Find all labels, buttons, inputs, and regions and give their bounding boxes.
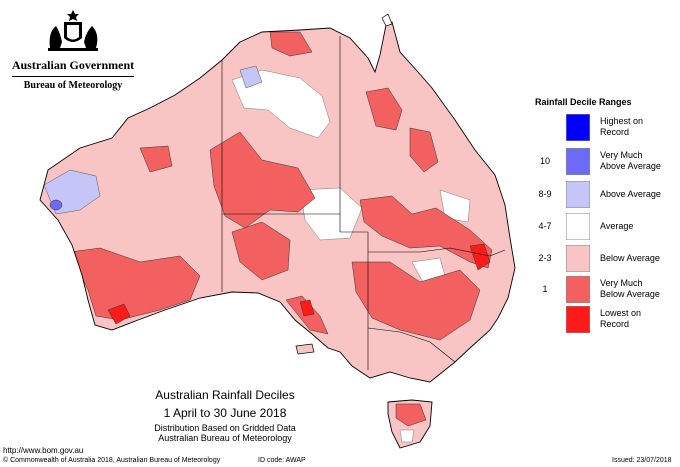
- government-name: Australian Government: [11, 58, 135, 72]
- lowest-region-nsw-north: [469, 243, 491, 271]
- legend-swatch: [566, 181, 590, 208]
- legend-label-line1: Very Much: [600, 150, 643, 160]
- legend-label: Average: [600, 221, 633, 232]
- legend-title: Rainfall Decile Ranges: [535, 97, 632, 107]
- very-much-below-region-cape-york: [365, 87, 403, 131]
- tasmania: [387, 399, 433, 449]
- bureau-name: Bureau of Meteorology: [23, 80, 123, 91]
- legend-label: Below Average: [600, 253, 660, 264]
- legend-swatch: [566, 276, 590, 303]
- lowest-region-sa-gulf: [299, 299, 315, 317]
- legend-label-line2: Record: [600, 127, 630, 137]
- legend-label-line2: Below Average: [600, 289, 660, 299]
- legend-range: 8-9: [538, 189, 552, 199]
- tasmania-average: [399, 429, 415, 443]
- legend-swatch: [566, 213, 590, 240]
- state-borders: [221, 36, 506, 370]
- legend-row-very-much-below: 1 Very Much Below Average: [530, 276, 675, 303]
- legend-label-line2: Above Average: [600, 161, 661, 171]
- legend-row-lowest: Lowest on Record: [530, 306, 675, 333]
- legend-label-line1: Below Average: [600, 253, 660, 263]
- legend-label: Highest on Record: [600, 116, 643, 138]
- legend-range: 4-7: [538, 221, 552, 231]
- logo-divider: [12, 76, 134, 77]
- mainland-coastline: [39, 21, 516, 383]
- above-average-region-nt: [239, 65, 263, 89]
- legend-row-above: 8-9 Above Average: [530, 181, 675, 208]
- legend-swatch: [566, 306, 590, 333]
- very-much-below-region-south-central: [231, 221, 291, 281]
- very-much-below-region-north-qld: [409, 127, 439, 173]
- very-much-below-region-top-end: [269, 31, 313, 57]
- legend-row-highest: Highest on Record: [530, 114, 675, 141]
- cape-york-tip: [381, 13, 393, 27]
- footer-bar: © Commonwealth of Australia 2018, Austra…: [0, 456, 680, 467]
- legend-row-average: 4-7 Average: [530, 213, 675, 240]
- legend-label-line1: Above Average: [600, 189, 661, 199]
- legend-range: 10: [539, 156, 550, 166]
- legend-range: 1: [542, 284, 548, 294]
- very-much-below-region-nsw: [351, 261, 481, 341]
- legend-label-line1: Lowest on: [600, 308, 642, 318]
- legend-swatch: [566, 245, 590, 272]
- legend-label: Very Much Above Average: [600, 150, 661, 172]
- issued-date: Issued: 23/07/2018: [612, 457, 672, 464]
- legend-range: 2-3: [538, 253, 552, 263]
- kangaroo-island: [295, 343, 315, 355]
- tasmania-very-much-below: [395, 403, 427, 427]
- nsw-vic-border: [367, 327, 456, 363]
- map-period: 1 April to 30 June 2018: [163, 406, 287, 420]
- legend-swatch: [566, 148, 590, 175]
- government-logo: Australian Government Bureau of Meteorol…: [8, 8, 138, 91]
- legend-swatch: [566, 114, 590, 141]
- legend-label-line2: Record: [600, 319, 630, 329]
- legend-label: Lowest on Record: [600, 308, 641, 330]
- legend-row-below: 2-3 Below Average: [530, 245, 675, 272]
- copyright-text: © Commonwealth of Australia 2018, Austra…: [3, 457, 221, 464]
- id-code: ID code: AWAP: [258, 457, 306, 464]
- lowest-region-sw-wa: [107, 303, 131, 325]
- tasmania-coastline: [387, 399, 433, 449]
- coat-of-arms-icon: [48, 10, 98, 51]
- map-source: Australian Bureau of Meteorology: [158, 433, 292, 443]
- qld-nsw-border: [368, 247, 506, 257]
- average-region-north: [231, 69, 331, 139]
- legend-label-line1: Very Much: [600, 278, 643, 288]
- legend-label: Very Much Below Average: [600, 278, 660, 300]
- very-much-below-region-central: [209, 131, 316, 229]
- very-much-above-region-wa: [49, 199, 63, 211]
- very-much-below-region-sw-wa: [69, 247, 201, 321]
- average-region-qld: [439, 189, 471, 223]
- legend-row-very-much-above: 10 Very Much Above Average: [530, 148, 675, 175]
- bom-url-link[interactable]: http://www.bom.gov.au: [3, 446, 84, 455]
- map-caption: Australian Rainfall Deciles 1 April to 3…: [120, 388, 330, 443]
- legend-label-line1: Highest on: [600, 116, 644, 126]
- map-basis: Distribution Based on Gridded Data: [154, 423, 296, 433]
- very-much-below-region-kimberley: [139, 145, 173, 173]
- legend-label-line1: Average: [600, 221, 634, 231]
- map-title: Australian Rainfall Deciles: [155, 388, 295, 402]
- legend-label: Above Average: [600, 189, 661, 200]
- decile-regions: [43, 31, 493, 341]
